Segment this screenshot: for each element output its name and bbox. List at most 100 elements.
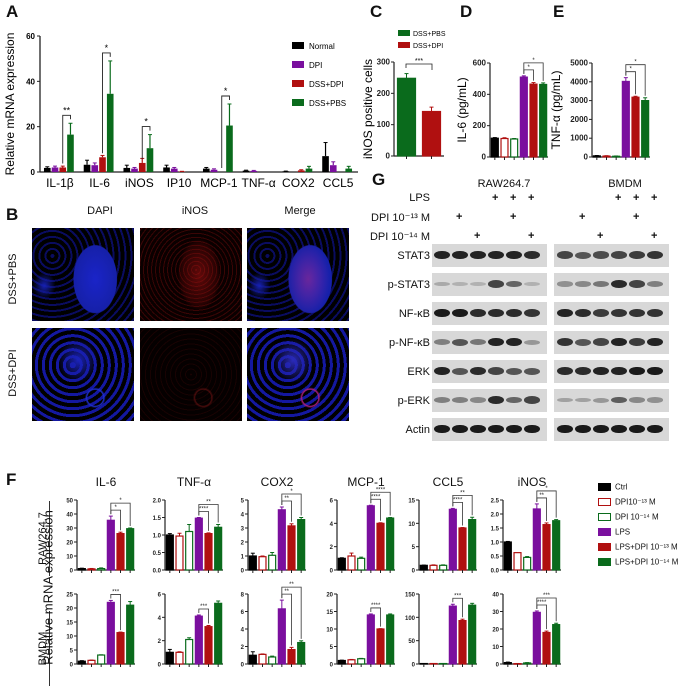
- blot-strip-raw264: [432, 331, 547, 354]
- svg-text:**: **: [460, 490, 465, 496]
- blot-band: [629, 280, 645, 288]
- svg-text:0: 0: [31, 168, 36, 177]
- svg-text:6: 6: [330, 499, 334, 505]
- svg-text:0: 0: [330, 663, 334, 669]
- blot-band: [506, 280, 522, 288]
- svg-text:0.5: 0.5: [153, 551, 162, 557]
- svg-text:0: 0: [70, 569, 74, 575]
- micrograph-dss-dpi-inos: [140, 328, 242, 421]
- svg-text:*: *: [527, 65, 530, 71]
- blot-band: [434, 366, 450, 376]
- svg-text:0: 0: [496, 663, 500, 669]
- svg-text:40: 40: [492, 593, 499, 599]
- blot-band: [611, 309, 627, 317]
- blot-band: [524, 339, 540, 345]
- panel-letter-c: C: [370, 2, 383, 21]
- chart-e-tnfa: 0 1000 2000 3000 4000 5000 ** TNF-α (pg/mL): [549, 59, 650, 162]
- svg-text:4000: 4000: [570, 77, 588, 86]
- svg-text:MCP-1: MCP-1: [200, 176, 238, 190]
- svg-text:2.5: 2.5: [491, 499, 500, 505]
- legend-swatch: [598, 512, 611, 521]
- svg-text:IL-1β: IL-1β: [46, 176, 74, 190]
- treatment-plus-mark: +: [474, 230, 481, 242]
- blot-band: [488, 395, 504, 405]
- svg-text:1: 1: [241, 555, 245, 561]
- svg-text:IL-6: IL-6: [96, 475, 117, 489]
- blot-band: [575, 366, 591, 376]
- svg-text:0.0: 0.0: [491, 569, 500, 575]
- chart-C: 0 100 200 300: [377, 58, 444, 161]
- svg-text:0: 0: [386, 152, 391, 161]
- blot-band: [434, 308, 450, 318]
- blot-strip-raw264: [432, 360, 547, 383]
- panel-g-western-blot: RAW264.7 BMDM LPS + + + + + + DPI 10⁻¹³ M + + + + DP…: [360, 170, 692, 460]
- blot-band: [557, 251, 573, 259]
- blot-strip-raw264: [432, 418, 547, 441]
- svg-text:Normal: Normal: [309, 42, 335, 51]
- svg-text:2.0: 2.0: [491, 513, 500, 519]
- blot-band: [470, 250, 486, 260]
- blot-label-p-erk: p-ERK: [397, 395, 430, 407]
- svg-text:****: ****: [537, 600, 547, 606]
- treatment-plus-mark: +: [492, 192, 499, 204]
- blot-band: [470, 424, 486, 434]
- svg-text:20: 20: [326, 593, 333, 599]
- blot-band: [452, 308, 468, 318]
- blot-band: [575, 251, 591, 259]
- treatment-plus-mark: +: [597, 230, 604, 242]
- blot-band: [506, 250, 522, 260]
- panel-letter-g: G: [372, 170, 386, 189]
- blot-strip-raw264: [432, 273, 547, 296]
- treatment-plus-mark: +: [528, 192, 535, 204]
- svg-text:25: 25: [66, 593, 73, 599]
- legend-label: Ctrl: [615, 482, 628, 492]
- blot-band: [647, 424, 663, 434]
- blot-band: [575, 424, 591, 434]
- svg-text:*: *: [545, 486, 548, 492]
- svg-text:**: **: [206, 500, 211, 506]
- svg-text:0: 0: [330, 569, 334, 575]
- svg-text:*: *: [105, 43, 109, 53]
- col-label-dapi: DAPI: [87, 205, 113, 217]
- blot-band: [434, 339, 450, 345]
- svg-text:1.5: 1.5: [491, 527, 500, 533]
- svg-text:DSS+PBS: DSS+PBS: [309, 99, 346, 108]
- micrograph-dss-dpi-dapi: [32, 328, 134, 421]
- svg-text:60: 60: [26, 32, 35, 41]
- chart-F-BMDM-MCP1: 0 5 10 15 20 ****: [326, 593, 395, 669]
- blot-band: [488, 367, 504, 375]
- svg-text:iNOS positive cells: iNOS positive cells: [361, 59, 375, 159]
- blot-band: [629, 251, 645, 259]
- svg-text:CCL5: CCL5: [323, 176, 354, 190]
- chart-d-il6: 0 200 400 600 ** IL-6 (pg/mL): [455, 58, 548, 162]
- legend-item: LPS+DPI 10⁻¹⁴ M: [598, 557, 678, 569]
- svg-text:0: 0: [241, 663, 245, 669]
- blot-band: [557, 338, 573, 346]
- chart-F-BMDM-CCL5: 0 50 100 150 ***: [405, 593, 477, 669]
- svg-text:****: ****: [199, 507, 209, 513]
- blot-band: [452, 281, 468, 287]
- svg-text:*: *: [114, 505, 117, 511]
- legend-label: DPI 10⁻¹⁴ M: [615, 512, 659, 522]
- chart-F-RAW-TNFa: 0.0 0.5 1.0 1.5 2.0 ****** TNF-α: [153, 475, 223, 575]
- treatment-plus-mark: +: [615, 192, 622, 204]
- legend-item: Ctrl: [598, 482, 627, 494]
- svg-text:20: 20: [26, 123, 35, 132]
- svg-text:300: 300: [377, 58, 391, 67]
- legend-swatch: [598, 527, 611, 536]
- blot-band: [647, 337, 663, 347]
- svg-text:2: 2: [330, 545, 334, 551]
- svg-text:MCP-1: MCP-1: [347, 475, 385, 489]
- blot-label-nf-b: NF-κB: [398, 308, 430, 320]
- svg-text:*: *: [629, 67, 632, 73]
- svg-text:0: 0: [482, 153, 487, 162]
- blot-band: [629, 424, 645, 434]
- svg-text:40: 40: [26, 77, 35, 86]
- svg-text:IL-6 (pg/mL): IL-6 (pg/mL): [455, 77, 469, 142]
- svg-text:0: 0: [70, 663, 74, 669]
- svg-text:3: 3: [241, 527, 245, 533]
- blot-band: [557, 281, 573, 287]
- svg-text:2000: 2000: [570, 115, 588, 124]
